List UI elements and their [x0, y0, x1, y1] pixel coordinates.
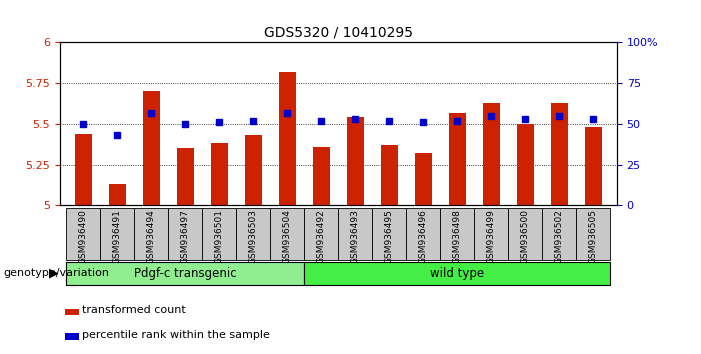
Text: GSM936501: GSM936501 — [215, 209, 224, 264]
Text: GSM936502: GSM936502 — [554, 209, 564, 264]
FancyBboxPatch shape — [271, 208, 304, 260]
FancyBboxPatch shape — [372, 208, 406, 260]
FancyBboxPatch shape — [67, 262, 304, 285]
Bar — [177, 148, 193, 205]
Text: GSM936498: GSM936498 — [453, 209, 462, 264]
Bar — [415, 153, 432, 205]
Text: GSM936499: GSM936499 — [486, 209, 496, 264]
Text: genotype/variation: genotype/variation — [4, 268, 109, 278]
Text: GSM936491: GSM936491 — [113, 209, 122, 264]
FancyBboxPatch shape — [542, 208, 576, 260]
FancyBboxPatch shape — [474, 208, 508, 260]
Bar — [550, 103, 568, 205]
Text: transformed count: transformed count — [82, 305, 186, 315]
Bar — [211, 143, 228, 205]
FancyBboxPatch shape — [339, 208, 372, 260]
Text: percentile rank within the sample: percentile rank within the sample — [82, 330, 270, 339]
Bar — [449, 113, 465, 205]
Bar — [245, 135, 261, 205]
Text: GSM936496: GSM936496 — [418, 209, 428, 264]
FancyBboxPatch shape — [100, 208, 135, 260]
Bar — [65, 309, 79, 315]
FancyBboxPatch shape — [236, 208, 271, 260]
Bar — [483, 103, 500, 205]
Bar — [109, 184, 126, 205]
Text: GSM936500: GSM936500 — [521, 209, 530, 264]
Text: wild type: wild type — [430, 267, 484, 280]
Text: ▶: ▶ — [48, 267, 58, 280]
FancyBboxPatch shape — [576, 208, 610, 260]
Text: GSM936490: GSM936490 — [79, 209, 88, 264]
Bar — [347, 118, 364, 205]
Bar — [313, 147, 329, 205]
Text: Pdgf-c transgenic: Pdgf-c transgenic — [134, 267, 237, 280]
Bar — [143, 91, 160, 205]
FancyBboxPatch shape — [440, 208, 474, 260]
Text: GSM936505: GSM936505 — [589, 209, 597, 264]
FancyBboxPatch shape — [508, 208, 542, 260]
Text: GSM936493: GSM936493 — [350, 209, 360, 264]
Text: GSM936497: GSM936497 — [181, 209, 190, 264]
Title: GDS5320 / 10410295: GDS5320 / 10410295 — [264, 26, 413, 40]
FancyBboxPatch shape — [203, 208, 236, 260]
Text: GSM936504: GSM936504 — [283, 209, 292, 264]
FancyBboxPatch shape — [135, 208, 168, 260]
FancyBboxPatch shape — [406, 208, 440, 260]
Bar — [517, 124, 533, 205]
Text: GSM936495: GSM936495 — [385, 209, 394, 264]
Text: GSM936503: GSM936503 — [249, 209, 258, 264]
Bar — [381, 145, 397, 205]
FancyBboxPatch shape — [168, 208, 203, 260]
Bar — [279, 72, 296, 205]
FancyBboxPatch shape — [304, 208, 339, 260]
FancyBboxPatch shape — [304, 262, 610, 285]
Text: GSM936492: GSM936492 — [317, 209, 326, 264]
Bar — [585, 127, 601, 205]
Text: GSM936494: GSM936494 — [147, 209, 156, 264]
FancyBboxPatch shape — [67, 208, 100, 260]
Bar — [65, 333, 79, 340]
Bar — [75, 134, 92, 205]
